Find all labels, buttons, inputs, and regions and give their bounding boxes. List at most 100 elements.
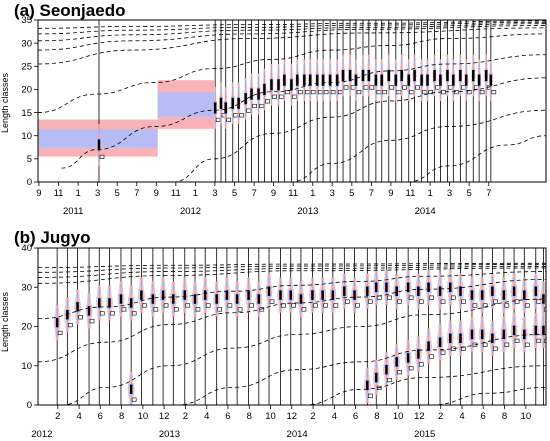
- freq-cell: [387, 82, 391, 88]
- freq-cell: [342, 273, 346, 278]
- mode-marker: [78, 315, 83, 320]
- freq-cell: [365, 371, 370, 376]
- freq-cell: [107, 293, 112, 298]
- mode-bar: [417, 286, 420, 296]
- freq-cell: [512, 273, 516, 278]
- freq-cell: [119, 308, 123, 313]
- freq-cell: [263, 96, 266, 101]
- freq-cell: [490, 273, 494, 278]
- freq-cell: [224, 96, 228, 101]
- freq-cell: [107, 289, 112, 294]
- freq-cell: [394, 68, 398, 74]
- freq-cell: [98, 161, 101, 166]
- freq-cell: [374, 300, 378, 305]
- mode-bar: [439, 74, 442, 86]
- freq-cell: [384, 269, 389, 274]
- x-tick-label: 11: [288, 188, 298, 199]
- freq-cell: [171, 308, 176, 313]
- mode-bar: [341, 69, 345, 82]
- freq-cell: [469, 285, 475, 290]
- freq-cell: [303, 68, 306, 74]
- freq-cell: [394, 91, 397, 97]
- mode-bar: [367, 69, 371, 82]
- freq-cell: [107, 285, 112, 290]
- freq-cell: [502, 277, 506, 282]
- growth-curve: [38, 33, 546, 113]
- mode-bar: [480, 290, 484, 300]
- freq-cell: [330, 285, 336, 290]
- mode-bar: [97, 139, 101, 151]
- freq-cell: [296, 63, 299, 69]
- freq-cell: [290, 91, 293, 97]
- freq-cell: [489, 68, 493, 74]
- freq-cell: [224, 119, 227, 125]
- freq-cell: [214, 289, 219, 294]
- freq-cell: [257, 110, 260, 115]
- freq-cell: [283, 68, 286, 74]
- freq-cell: [320, 304, 325, 309]
- mode-bar: [87, 306, 91, 316]
- freq-cell: [446, 63, 449, 69]
- x-tick-label: 9: [271, 188, 276, 199]
- freq-cell: [225, 281, 229, 286]
- x-tick-label: 8: [374, 411, 379, 422]
- freq-cell: [97, 285, 101, 290]
- mode-marker: [313, 303, 318, 308]
- mode-bar: [193, 294, 197, 304]
- y-tick-label: 20: [21, 322, 32, 333]
- freq-cell: [433, 59, 436, 64]
- freq-cell: [480, 348, 484, 353]
- freq-cell: [394, 300, 399, 305]
- mode-marker: [195, 307, 201, 312]
- freq-cell: [426, 269, 431, 274]
- mode-bar: [491, 333, 494, 343]
- mode-bar: [459, 286, 462, 296]
- freq-cell: [485, 59, 488, 64]
- freq-cell: [310, 304, 315, 309]
- freq-cell: [512, 340, 516, 345]
- mode-bar: [267, 286, 271, 296]
- mode-marker: [389, 85, 395, 90]
- freq-cell: [365, 367, 369, 372]
- growth-curve: [172, 77, 546, 182]
- range-box-inner: [157, 92, 214, 117]
- x-tick-label: 1: [310, 188, 315, 199]
- freq-cell: [501, 285, 507, 290]
- freq-cell: [512, 304, 516, 309]
- freq-cell: [501, 340, 507, 345]
- x-tick-label: 6: [481, 411, 486, 422]
- mode-bar: [413, 69, 416, 82]
- mode-marker: [504, 342, 510, 347]
- freq-cell: [296, 91, 299, 97]
- x-tick-label: 1: [75, 188, 80, 199]
- freq-cell: [75, 316, 80, 321]
- freq-cell: [97, 312, 102, 317]
- mode-bar: [385, 364, 388, 375]
- mode-marker: [343, 85, 349, 90]
- freq-cell: [511, 281, 517, 286]
- mode-bar: [374, 372, 378, 383]
- freq-cell: [469, 340, 475, 345]
- x-tick-label: 2: [310, 411, 315, 422]
- freq-cell: [426, 332, 431, 337]
- freq-cell: [224, 285, 230, 290]
- freq-cell: [416, 304, 420, 309]
- freq-cell: [336, 91, 339, 97]
- freq-cell: [316, 96, 319, 101]
- freq-cell: [407, 96, 410, 101]
- freq-cell: [387, 59, 390, 64]
- mode-marker: [305, 90, 310, 95]
- freq-cell: [299, 308, 303, 313]
- x-tick-label: 9: [388, 188, 393, 199]
- freq-cell: [257, 101, 260, 106]
- freq-cell: [480, 304, 484, 309]
- freq-cell: [416, 300, 421, 305]
- freq-cell: [380, 63, 383, 69]
- freq-cell: [420, 91, 423, 97]
- freq-cell: [354, 59, 357, 64]
- freq-cell: [231, 114, 234, 120]
- freq-cell: [470, 281, 474, 286]
- freq-cell: [541, 285, 546, 290]
- y-tick-label: 5: [27, 154, 32, 165]
